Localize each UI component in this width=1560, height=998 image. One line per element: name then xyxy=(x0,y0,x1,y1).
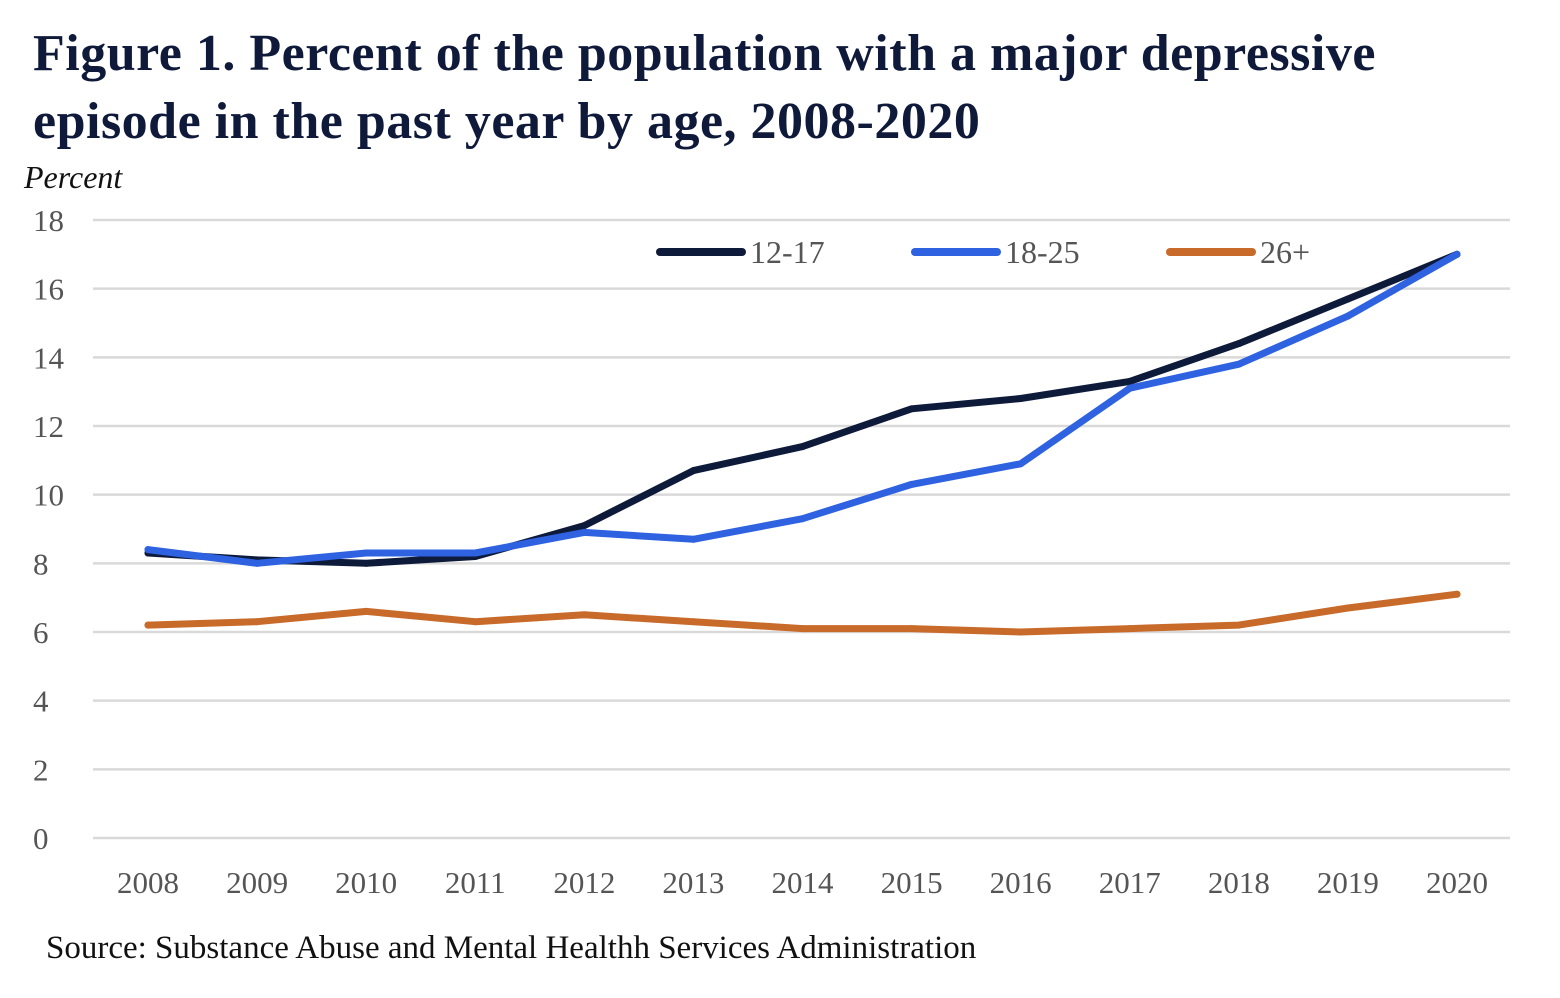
data-point xyxy=(144,546,152,554)
data-point xyxy=(799,515,806,523)
y-tick-label: 16 xyxy=(33,272,64,307)
y-tick-label: 12 xyxy=(33,409,64,444)
series-lines xyxy=(144,250,1461,636)
data-point xyxy=(1235,621,1243,629)
data-point xyxy=(362,549,370,557)
data-point xyxy=(1017,460,1025,468)
y-tick-label: 4 xyxy=(33,684,49,719)
legend-label: 18-25 xyxy=(1005,234,1080,270)
data-point xyxy=(580,522,588,530)
data-point xyxy=(908,625,916,633)
data-point xyxy=(689,618,697,626)
data-point xyxy=(471,549,479,557)
data-point xyxy=(1126,384,1134,392)
data-point xyxy=(580,611,588,619)
chart-title: Figure 1. Percent of the population with… xyxy=(33,25,1376,150)
data-point xyxy=(1453,590,1461,598)
data-point xyxy=(799,625,806,633)
data-point xyxy=(1453,250,1461,258)
data-point xyxy=(580,528,588,536)
x-tick-label: 2015 xyxy=(881,865,943,900)
x-tick-label: 2011 xyxy=(445,865,506,900)
x-tick-label: 2020 xyxy=(1426,865,1488,900)
x-tick-label: 2009 xyxy=(226,865,288,900)
data-point xyxy=(1235,340,1243,348)
legend-label: 26+ xyxy=(1260,234,1310,270)
x-tick-label: 2019 xyxy=(1317,865,1379,900)
data-point xyxy=(689,535,697,543)
y-tick-label: 10 xyxy=(33,478,64,513)
y-tick-label: 2 xyxy=(33,752,49,787)
y-tick-label: 14 xyxy=(33,340,65,375)
data-point xyxy=(908,405,916,413)
data-point xyxy=(799,443,806,451)
legend: 12-17 18-25 26+ xyxy=(656,234,1310,270)
data-point xyxy=(1344,295,1352,303)
data-point xyxy=(1344,312,1352,320)
gridlines xyxy=(93,218,1510,840)
x-tick-label: 2013 xyxy=(662,865,724,900)
data-point xyxy=(362,607,370,615)
data-point xyxy=(689,467,697,475)
x-tick-label: 2014 xyxy=(772,865,835,900)
data-point xyxy=(1344,604,1352,612)
x-tick-label: 2010 xyxy=(335,865,397,900)
data-point xyxy=(1126,377,1134,385)
legend-label: 12-17 xyxy=(750,234,825,270)
data-point xyxy=(1017,395,1025,403)
data-point xyxy=(253,559,261,567)
y-tick-label: 0 xyxy=(33,821,49,856)
y-tick-label: 18 xyxy=(33,203,64,238)
y-axis-label: Percent xyxy=(23,159,123,195)
x-tick-label: 2018 xyxy=(1208,865,1270,900)
x-tick-label: 2008 xyxy=(117,865,179,900)
x-tick-label: 2017 xyxy=(1099,865,1161,900)
y-tick-label: 6 xyxy=(33,615,49,650)
x-tick-label: 2016 xyxy=(990,865,1052,900)
data-point xyxy=(1235,360,1243,368)
data-point xyxy=(471,618,479,626)
axis-tick-labels: 0 2 4 6 8 10 12 14 16 18 2008 2009 2010 2011 2012 2013 2… xyxy=(33,203,1488,900)
data-point xyxy=(253,618,261,626)
data-point xyxy=(362,559,370,567)
data-point xyxy=(1126,625,1134,633)
data-point xyxy=(144,621,152,629)
data-point xyxy=(1017,628,1025,636)
data-point xyxy=(908,480,916,488)
x-tick-label: 2012 xyxy=(553,865,615,900)
source-note: Source: Substance Abuse and Mental Healt… xyxy=(46,930,977,966)
y-tick-label: 8 xyxy=(33,546,49,581)
